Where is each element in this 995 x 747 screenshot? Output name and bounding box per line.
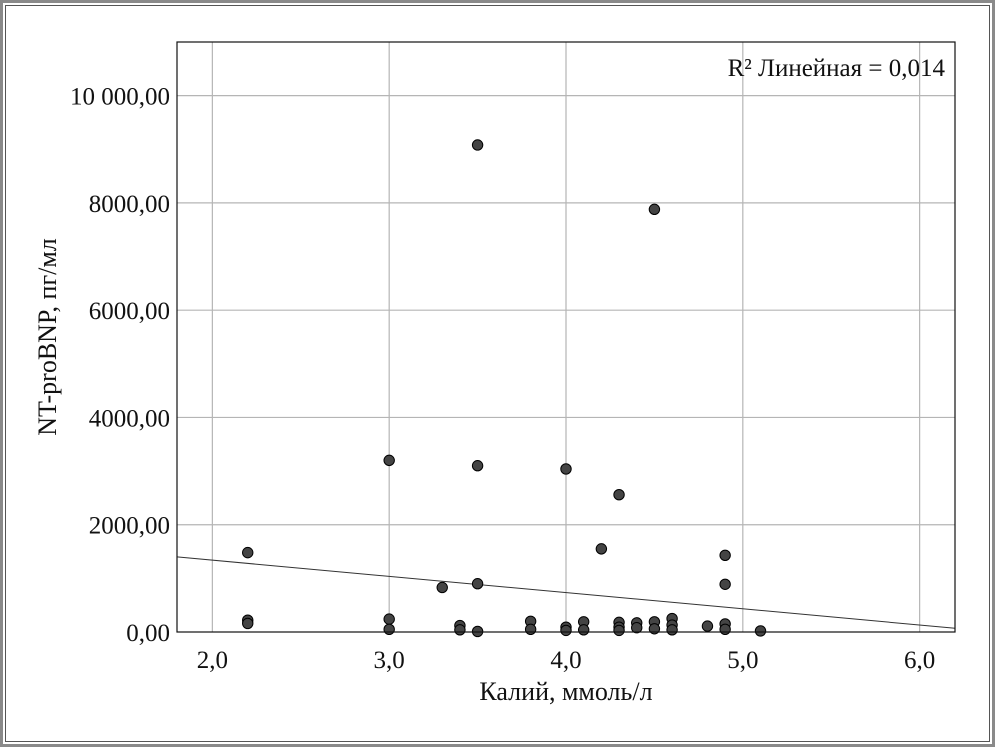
data-point (613, 488, 625, 501)
x-axis-label: Калий, ммоль/л (479, 677, 652, 706)
x-tick-label: 6,0 (904, 647, 935, 674)
plot-area-border (176, 41, 956, 633)
grid-layer (177, 42, 955, 632)
points-layer (242, 139, 767, 638)
data-point (242, 546, 254, 559)
data-point (383, 623, 395, 636)
data-point (436, 581, 448, 594)
data-point (648, 623, 661, 635)
data-point (666, 624, 678, 636)
y-tick-label: 4000,00 (89, 405, 170, 432)
y-tick-labels: 0,00 2000,00 4000,00 6000,00 8000,00 10 000,0… (70, 84, 170, 647)
data-point (471, 460, 484, 472)
y-tick-label: 10 000,00 (70, 84, 170, 111)
data-point (701, 620, 714, 632)
y-tick-label: 8000,00 (89, 191, 170, 218)
data-point (383, 454, 395, 467)
y-tick-label: 6000,00 (89, 298, 170, 325)
data-point (631, 622, 643, 634)
y-tick-label: 2000,00 (89, 513, 170, 540)
data-point (719, 623, 731, 636)
x-tick-label: 2,0 (197, 647, 228, 674)
data-point (524, 623, 537, 636)
x-tick-label: 5,0 (727, 647, 758, 674)
fit-line-layer (176, 556, 956, 629)
data-point (719, 578, 731, 590)
data-point (383, 613, 395, 625)
data-point (560, 463, 572, 475)
data-point (471, 139, 484, 151)
data-point (560, 624, 572, 637)
r-squared-annotation: R² Линейная = 0,014 (728, 55, 946, 82)
data-point (754, 625, 767, 637)
linear-fit-line (176, 556, 956, 629)
data-point (577, 624, 590, 636)
data-point (613, 624, 625, 637)
data-point (648, 203, 661, 216)
x-tick-labels: 2,0 3,0 4,0 5,0 6,0 (197, 647, 936, 674)
data-point (242, 617, 254, 630)
data-point (471, 578, 484, 590)
data-point (719, 549, 731, 561)
data-point (454, 624, 466, 636)
data-point (595, 543, 608, 555)
y-tick-label: 0,00 (126, 620, 170, 647)
x-tick-label: 4,0 (550, 647, 581, 674)
y-axis-label: NT-proBNP, пг/мл (33, 238, 62, 436)
x-tick-label: 3,0 (374, 647, 405, 674)
